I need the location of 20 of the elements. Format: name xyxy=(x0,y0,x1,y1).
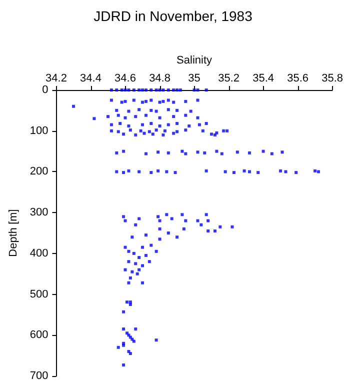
y-tick-label: 0 xyxy=(42,84,48,96)
y-axis-title: Depth [m] xyxy=(8,209,20,257)
x-tick-label: 34.8 xyxy=(149,72,170,84)
x-tick-label: 35.2 xyxy=(218,72,240,84)
y-tick-label: 300 xyxy=(30,206,48,219)
x-tick-label: 34.6 xyxy=(114,72,136,84)
y-tick-label: 200 xyxy=(30,166,48,178)
y-tick-label: 400 xyxy=(30,247,48,260)
x-tick-label: 35.4 xyxy=(252,72,274,84)
y-tick-label: 600 xyxy=(30,329,48,342)
chart-title: JDRD in November, 1983 xyxy=(94,8,253,24)
x-tick-label: 35.8 xyxy=(322,72,344,84)
x-tick-label: 35.6 xyxy=(287,72,308,84)
y-tick-label: 100 xyxy=(30,124,48,137)
y-tick-label: 700 xyxy=(30,370,48,382)
x-tick-label: 34.4 xyxy=(80,72,102,84)
y-tick-label: 500 xyxy=(30,288,48,300)
x-tick-label: 35 xyxy=(188,72,200,84)
x-axis-title: Salinity xyxy=(176,54,212,66)
x-tick-label: 34.2 xyxy=(46,72,67,84)
